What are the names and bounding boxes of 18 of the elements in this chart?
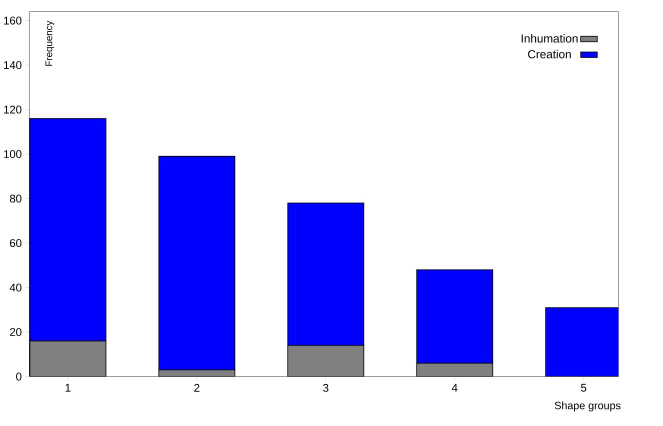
y-tick-label: 140	[4, 60, 22, 69]
y-tick-label: 40	[10, 283, 22, 292]
y-tick-label: 120	[4, 105, 22, 114]
legend-label: Inhumation	[522, 34, 578, 42]
x-axis-title: Shape groups	[554, 401, 620, 412]
x-tick-label: 3	[323, 384, 328, 392]
x-tick-label: 1	[66, 384, 70, 392]
y-tick-label: 60	[10, 238, 22, 247]
y-axis-title: Frequency	[46, 20, 54, 66]
y-tick-label: 100	[4, 150, 22, 158]
x-tick-label: 4	[452, 384, 458, 392]
legend-label: Creation	[528, 50, 571, 58]
y-tick-label: 80	[10, 194, 22, 202]
x-tick-label: 5	[580, 384, 586, 392]
y-tick-label: 20	[10, 328, 22, 336]
y-tick-label: 160	[4, 16, 22, 24]
x-tick-label: 2	[194, 384, 200, 392]
y-tick-label: 0	[16, 372, 22, 380]
